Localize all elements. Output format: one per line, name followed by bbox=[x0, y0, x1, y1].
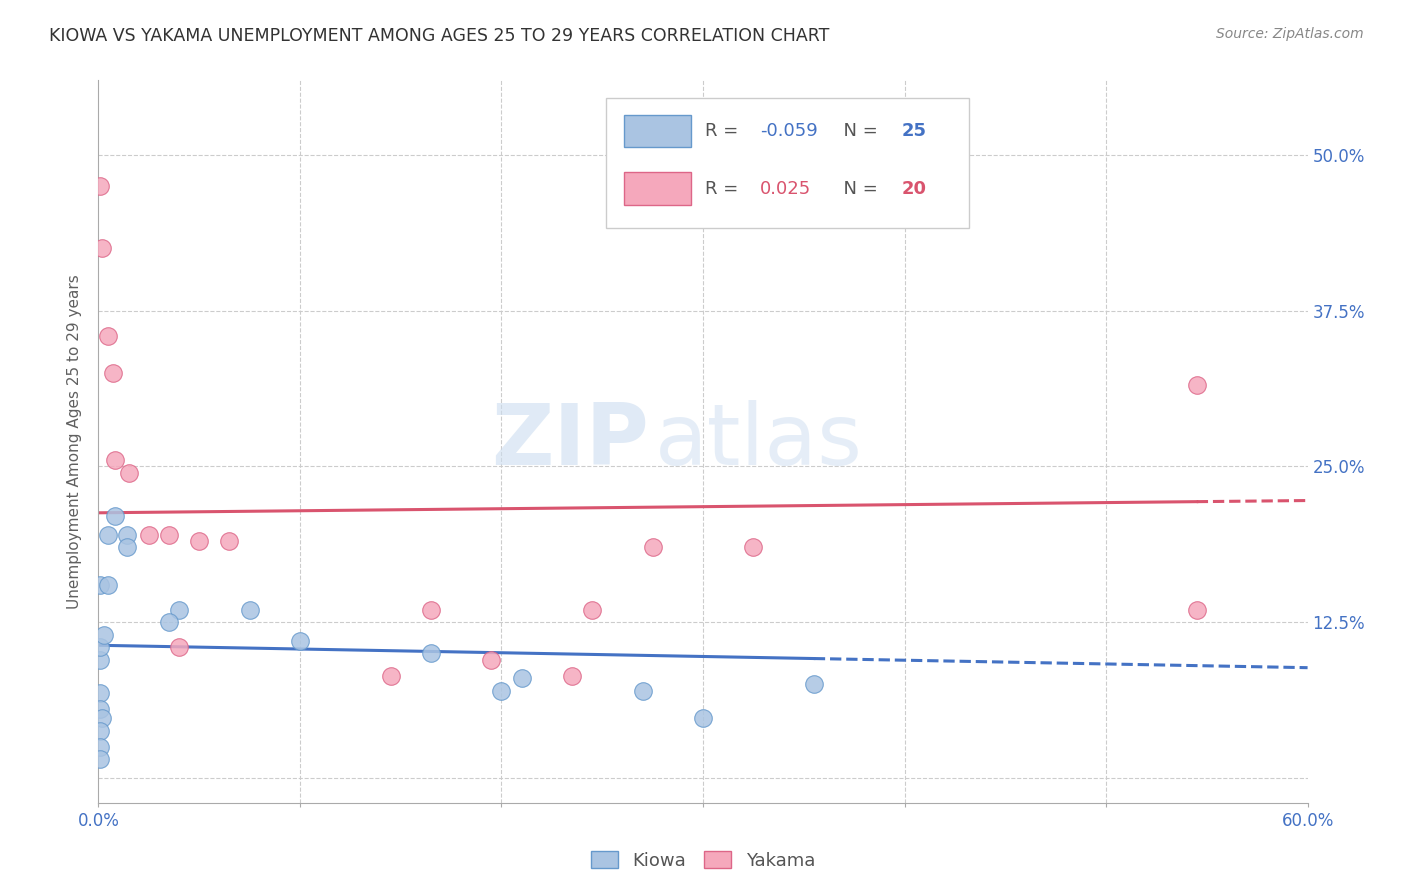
Point bbox=[89, 179, 111, 194]
Point bbox=[218, 534, 240, 549]
Point bbox=[91, 242, 114, 256]
Point bbox=[103, 509, 125, 524]
Text: 25: 25 bbox=[901, 122, 927, 140]
Point bbox=[89, 640, 111, 654]
Point bbox=[118, 466, 141, 480]
Point bbox=[581, 603, 603, 617]
Point bbox=[167, 640, 190, 654]
Text: R =: R = bbox=[706, 122, 744, 140]
Point bbox=[115, 528, 138, 542]
Point bbox=[481, 652, 503, 666]
Text: R =: R = bbox=[706, 179, 751, 198]
Point bbox=[89, 578, 111, 592]
Point bbox=[157, 528, 180, 542]
Point bbox=[103, 453, 125, 467]
Point bbox=[641, 541, 664, 555]
Y-axis label: Unemployment Among Ages 25 to 29 years: Unemployment Among Ages 25 to 29 years bbox=[67, 274, 83, 609]
Point bbox=[91, 711, 114, 725]
Point bbox=[561, 669, 583, 683]
Point bbox=[89, 702, 111, 716]
Point bbox=[167, 603, 190, 617]
Legend: Kiowa, Yakama: Kiowa, Yakama bbox=[583, 844, 823, 877]
Point bbox=[101, 366, 124, 380]
Point bbox=[89, 739, 111, 754]
Text: KIOWA VS YAKAMA UNEMPLOYMENT AMONG AGES 25 TO 29 YEARS CORRELATION CHART: KIOWA VS YAKAMA UNEMPLOYMENT AMONG AGES … bbox=[49, 27, 830, 45]
FancyBboxPatch shape bbox=[606, 98, 969, 228]
Point bbox=[239, 603, 262, 617]
Point bbox=[97, 328, 120, 343]
Point bbox=[692, 711, 714, 725]
Text: 0.025: 0.025 bbox=[759, 179, 811, 198]
Point bbox=[89, 723, 111, 738]
Text: N =: N = bbox=[832, 179, 884, 198]
Point bbox=[491, 683, 513, 698]
Point bbox=[420, 603, 443, 617]
Point bbox=[89, 686, 111, 700]
Text: N =: N = bbox=[832, 122, 884, 140]
Point bbox=[157, 615, 180, 630]
Point bbox=[188, 534, 211, 549]
Point bbox=[1185, 378, 1208, 392]
Point bbox=[115, 541, 138, 555]
Text: ZIP: ZIP bbox=[491, 400, 648, 483]
Point bbox=[510, 671, 533, 685]
FancyBboxPatch shape bbox=[624, 114, 690, 147]
Text: 20: 20 bbox=[901, 179, 927, 198]
Point bbox=[89, 752, 111, 766]
Point bbox=[97, 528, 120, 542]
Point bbox=[380, 669, 402, 683]
Text: -0.059: -0.059 bbox=[759, 122, 817, 140]
Point bbox=[288, 633, 311, 648]
Text: atlas: atlas bbox=[655, 400, 863, 483]
Point bbox=[97, 578, 120, 592]
Point bbox=[631, 683, 654, 698]
Point bbox=[1185, 603, 1208, 617]
Point bbox=[138, 528, 160, 542]
Point bbox=[420, 646, 443, 660]
FancyBboxPatch shape bbox=[624, 172, 690, 205]
Point bbox=[93, 627, 115, 641]
Point bbox=[742, 541, 765, 555]
Point bbox=[803, 677, 825, 691]
Point bbox=[89, 652, 111, 666]
Text: Source: ZipAtlas.com: Source: ZipAtlas.com bbox=[1216, 27, 1364, 41]
